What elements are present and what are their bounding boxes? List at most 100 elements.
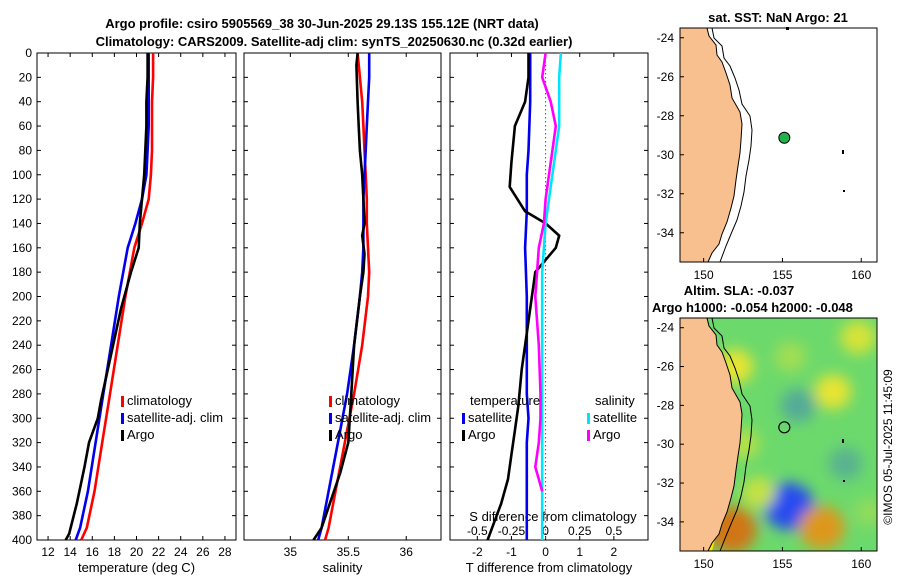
sst-map-speck — [843, 190, 845, 192]
temperature-xtick-label: 20 — [130, 545, 144, 559]
temperature-legend-satellite: satellite-adj. clim — [127, 410, 223, 425]
legend-salinity-title: salinity — [595, 393, 635, 408]
depth-tick-label: 160 — [12, 241, 32, 255]
depth-tick-label: 240 — [12, 338, 32, 352]
salinity-legend-satellite: satellite-adj. clim — [335, 410, 431, 425]
salinity-legend-argo: Argo — [335, 427, 362, 442]
sla-float-position-marker — [778, 421, 791, 434]
depth-tick-label: 60 — [19, 119, 33, 133]
map_sla-ytick-label: -30 — [657, 437, 675, 451]
map_sla-ytick-label: -34 — [657, 515, 675, 529]
sla-map-title-line1: Altim. SLA: -0.037 — [684, 283, 795, 298]
map_sst-ytick-label: -34 — [657, 226, 675, 240]
legend-temperature-argo-swatch — [462, 430, 465, 441]
temperature-xtick-label: 14 — [63, 545, 77, 559]
top-xtick-label: 0.25 — [568, 524, 592, 538]
salinity-xtick-label: 36 — [400, 545, 414, 559]
sla-map-land — [680, 318, 743, 551]
top-xtick-label: 0 — [542, 524, 549, 538]
salinity-legend-argo-swatch — [329, 430, 332, 441]
sla-map-speck — [843, 480, 845, 482]
sla-map-frame — [679, 317, 878, 552]
temperature-xtick-label: 12 — [41, 545, 55, 559]
difference-series-salinity-argo — [533, 52, 558, 492]
temperature-legend-satellite-swatch — [121, 413, 124, 424]
sla-map-depth-contour — [711, 318, 753, 551]
difference-xtick-label: 2 — [611, 545, 618, 559]
temperature-xtick-label: 28 — [218, 545, 232, 559]
legend-salinity-satellite: satellite — [593, 410, 637, 425]
legend-salinity-argo: Argo — [593, 427, 620, 442]
map_sla-ytick-label: -32 — [657, 476, 675, 490]
map_sst-ytick-label: -26 — [657, 70, 675, 84]
legend-salinity-argo-swatch — [587, 430, 590, 441]
legend-temperature-satellite: satellite — [468, 410, 512, 425]
sla-anomaly-blob — [814, 374, 852, 410]
depth-tick-label: 220 — [12, 314, 32, 328]
legend-temperature-title: temperature — [470, 393, 540, 408]
depth-tick-label: 360 — [12, 484, 32, 498]
salinity-xtick-label: 35 — [284, 545, 298, 559]
difference-xlabel: T difference from climatology — [466, 560, 633, 575]
legend-temperature-argo: Argo — [468, 427, 495, 442]
figure-title-line2: Climatology: CARS2009. Satellite-adj cli… — [96, 34, 573, 49]
temperature-legend-argo-swatch — [121, 430, 124, 441]
top-xlabel: S difference from climatology — [469, 509, 637, 524]
temperature-series-satellite-adj-clim — [74, 53, 150, 541]
difference-axes-frame — [449, 52, 649, 541]
difference-xtick-label: -2 — [472, 545, 483, 559]
depth-tick-label: 380 — [12, 509, 32, 523]
depth-tick-label: 320 — [12, 436, 32, 450]
temperature-series-argo — [64, 53, 149, 541]
temperature-xtick-label: 24 — [174, 545, 188, 559]
figure-title-line1: Argo profile: csiro 5905569_38 30-Jun-20… — [105, 16, 539, 31]
top-xtick-label: 0.5 — [606, 524, 623, 538]
salinity-series-argo — [312, 52, 366, 541]
map_sst-xtick-label: 155 — [772, 268, 792, 282]
depth-tick-label: 80 — [19, 143, 33, 157]
depth-tick-label: 200 — [12, 290, 32, 304]
map_sst-xtick-label: 150 — [694, 268, 714, 282]
depth-tick-label: 400 — [12, 533, 32, 547]
difference-xtick-label: -1 — [506, 545, 517, 559]
temperature-axes-frame — [36, 52, 237, 541]
temperature-xtick-label: 26 — [196, 545, 210, 559]
sla-anomaly-blob — [798, 505, 845, 550]
sst-map-axes: 150 155 160 -24 -26 -28 -30 -32 -34 — [657, 31, 872, 282]
temperature-profile-panel: 0 20 40 60 80 100 120 140 160 180 200 220 240 260 280 3… — [12, 46, 237, 575]
temperature-legend-argo: Argo — [127, 427, 154, 442]
salinity-legend-satellite-swatch — [329, 413, 332, 424]
difference-profile-panel: -2 -1 0 1 2T difference from climatology S di… — [449, 52, 649, 575]
sla-anomaly-blob — [853, 497, 877, 527]
salinity-series-climatology — [323, 52, 371, 541]
temperature-legend-climatology-swatch — [121, 396, 124, 407]
sst-map-speck — [842, 150, 844, 154]
depth-tick-label: 140 — [12, 216, 32, 230]
temperature-xtick-label: 18 — [108, 545, 122, 559]
map_sst-ytick-label: -24 — [657, 31, 675, 45]
depth-tick-label: 280 — [12, 387, 32, 401]
depth-tick-label: 0 — [25, 46, 32, 60]
difference-xtick-label: 0 — [542, 545, 549, 559]
depth-tick-label: 100 — [12, 168, 32, 182]
difference-xtick-label: 1 — [576, 545, 583, 559]
imos-credit: ©IMOS 05-Jul-2025 11:45:09 — [881, 369, 895, 525]
top-xtick-label: -0.5 — [467, 524, 488, 538]
map_sla-ytick-label: -26 — [657, 360, 675, 374]
sst-map-speck — [786, 27, 789, 30]
sst-map-panel: 150 155 160 -24 -26 -28 -30 -32 -34 sat. SST: Na… — [657, 10, 878, 282]
depth-tick-label: 120 — [12, 192, 32, 206]
depth-tick-label: 340 — [12, 460, 32, 474]
difference-series-salinity-satellite — [540, 52, 563, 540]
sst-map-title: sat. SST: NaN Argo: 21 — [708, 10, 848, 25]
difference-series-temperature-argo — [486, 53, 561, 541]
legend-salinity-satellite-swatch — [587, 413, 590, 424]
sla-anomaly-blob — [741, 476, 776, 509]
sla-anomaly-blob — [780, 388, 816, 423]
map_sla-xtick-label: 155 — [772, 557, 792, 571]
depth-tick-label: 180 — [12, 265, 32, 279]
sla-anomaly-blob — [763, 482, 814, 530]
sla-map-panel: 150 155 160 -24 -26 -28 -30 -32 -34 Altim. SLA: … — [652, 283, 878, 571]
sst-map-land — [680, 28, 743, 262]
sst-float-position-marker — [778, 131, 791, 144]
